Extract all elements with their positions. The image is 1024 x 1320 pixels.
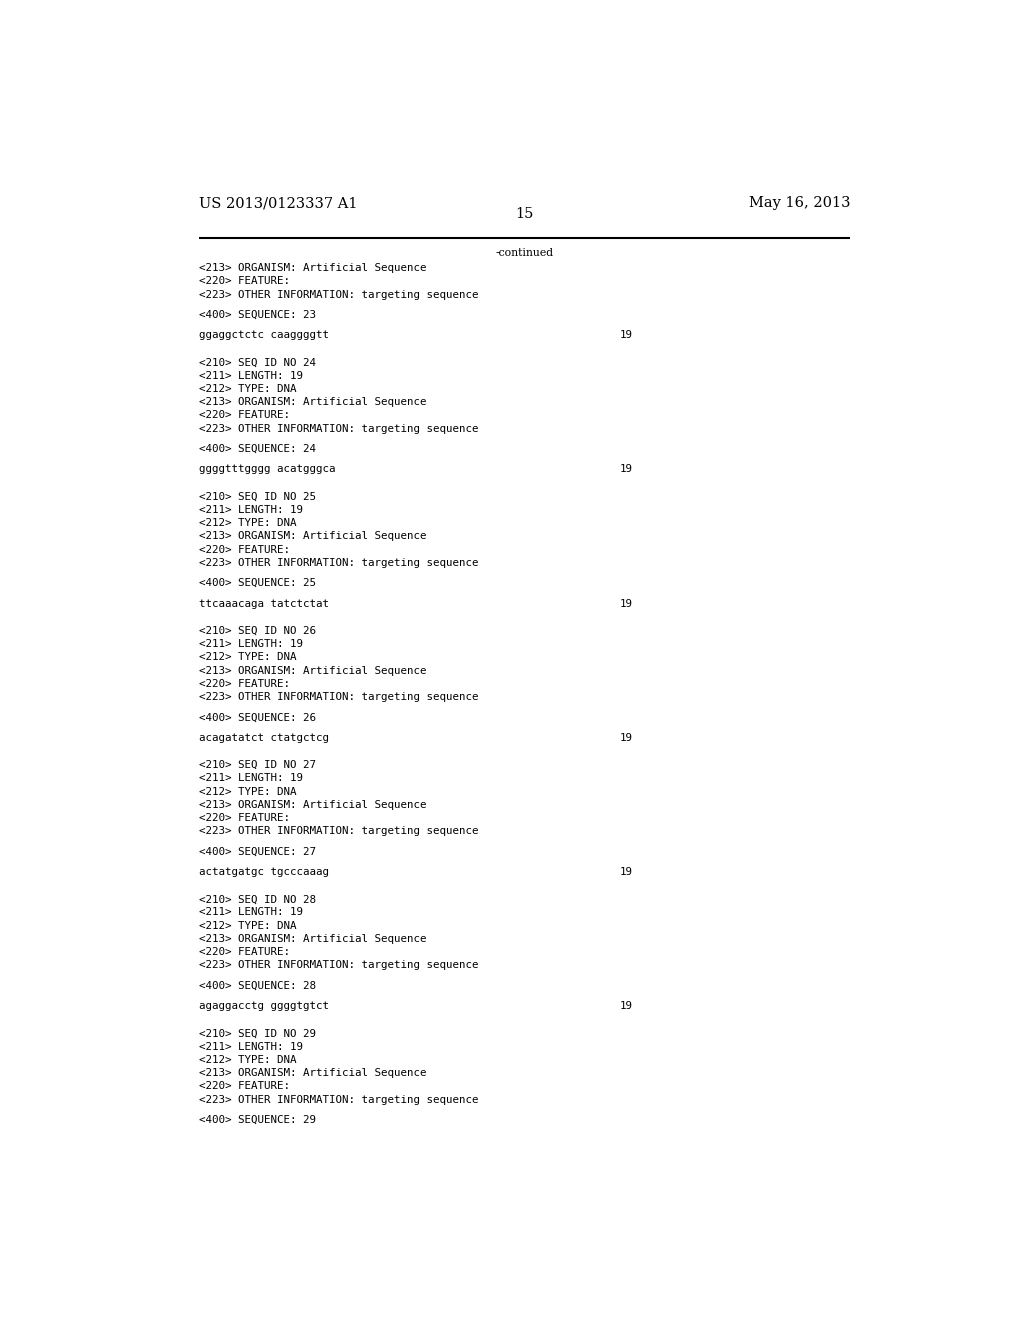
Text: <213> ORGANISM: Artificial Sequence: <213> ORGANISM: Artificial Sequence	[200, 800, 427, 809]
Text: <223> OTHER INFORMATION: targeting sequence: <223> OTHER INFORMATION: targeting seque…	[200, 424, 479, 434]
Text: 19: 19	[620, 867, 633, 876]
Text: ttcaaacaga tatctctat: ttcaaacaga tatctctat	[200, 598, 330, 609]
Text: <223> OTHER INFORMATION: targeting sequence: <223> OTHER INFORMATION: targeting seque…	[200, 1094, 479, 1105]
Text: <213> ORGANISM: Artificial Sequence: <213> ORGANISM: Artificial Sequence	[200, 532, 427, 541]
Text: <212> TYPE: DNA: <212> TYPE: DNA	[200, 384, 297, 395]
Text: May 16, 2013: May 16, 2013	[749, 195, 850, 210]
Text: <213> ORGANISM: Artificial Sequence: <213> ORGANISM: Artificial Sequence	[200, 665, 427, 676]
Text: <223> OTHER INFORMATION: targeting sequence: <223> OTHER INFORMATION: targeting seque…	[200, 289, 479, 300]
Text: 19: 19	[620, 330, 633, 341]
Text: <210> SEQ ID NO 29: <210> SEQ ID NO 29	[200, 1028, 316, 1039]
Text: <212> TYPE: DNA: <212> TYPE: DNA	[200, 787, 297, 796]
Text: <400> SEQUENCE: 26: <400> SEQUENCE: 26	[200, 713, 316, 722]
Text: <211> LENGTH: 19: <211> LENGTH: 19	[200, 1041, 303, 1052]
Text: <212> TYPE: DNA: <212> TYPE: DNA	[200, 519, 297, 528]
Text: <223> OTHER INFORMATION: targeting sequence: <223> OTHER INFORMATION: targeting seque…	[200, 826, 479, 836]
Text: 19: 19	[620, 465, 633, 474]
Text: <220> FEATURE:: <220> FEATURE:	[200, 1081, 291, 1092]
Text: <223> OTHER INFORMATION: targeting sequence: <223> OTHER INFORMATION: targeting seque…	[200, 692, 479, 702]
Text: ggggtttgggg acatgggca: ggggtttgggg acatgggca	[200, 465, 336, 474]
Text: <400> SEQUENCE: 28: <400> SEQUENCE: 28	[200, 981, 316, 991]
Text: <211> LENGTH: 19: <211> LENGTH: 19	[200, 907, 303, 917]
Text: <212> TYPE: DNA: <212> TYPE: DNA	[200, 921, 297, 931]
Text: <400> SEQUENCE: 25: <400> SEQUENCE: 25	[200, 578, 316, 589]
Text: <220> FEATURE:: <220> FEATURE:	[200, 948, 291, 957]
Text: <223> OTHER INFORMATION: targeting sequence: <223> OTHER INFORMATION: targeting seque…	[200, 558, 479, 568]
Text: <220> FEATURE:: <220> FEATURE:	[200, 276, 291, 286]
Text: <210> SEQ ID NO 27: <210> SEQ ID NO 27	[200, 760, 316, 770]
Text: <211> LENGTH: 19: <211> LENGTH: 19	[200, 639, 303, 649]
Text: 19: 19	[620, 1001, 633, 1011]
Text: <212> TYPE: DNA: <212> TYPE: DNA	[200, 1055, 297, 1065]
Text: <210> SEQ ID NO 24: <210> SEQ ID NO 24	[200, 358, 316, 367]
Text: <220> FEATURE:: <220> FEATURE:	[200, 813, 291, 822]
Text: 19: 19	[620, 733, 633, 743]
Text: ggaggctctc caaggggtt: ggaggctctc caaggggtt	[200, 330, 330, 341]
Text: <210> SEQ ID NO 28: <210> SEQ ID NO 28	[200, 894, 316, 904]
Text: <213> ORGANISM: Artificial Sequence: <213> ORGANISM: Artificial Sequence	[200, 263, 427, 273]
Text: <220> FEATURE:: <220> FEATURE:	[200, 678, 291, 689]
Text: <213> ORGANISM: Artificial Sequence: <213> ORGANISM: Artificial Sequence	[200, 935, 427, 944]
Text: actatgatgc tgcccaaag: actatgatgc tgcccaaag	[200, 867, 330, 876]
Text: <210> SEQ ID NO 26: <210> SEQ ID NO 26	[200, 626, 316, 636]
Text: <400> SEQUENCE: 29: <400> SEQUENCE: 29	[200, 1115, 316, 1125]
Text: US 2013/0123337 A1: US 2013/0123337 A1	[200, 195, 358, 210]
Text: -continued: -continued	[496, 248, 554, 257]
Text: <211> LENGTH: 19: <211> LENGTH: 19	[200, 371, 303, 381]
Text: <213> ORGANISM: Artificial Sequence: <213> ORGANISM: Artificial Sequence	[200, 397, 427, 408]
Text: <220> FEATURE:: <220> FEATURE:	[200, 411, 291, 421]
Text: <400> SEQUENCE: 24: <400> SEQUENCE: 24	[200, 444, 316, 454]
Text: agaggacctg ggggtgtct: agaggacctg ggggtgtct	[200, 1001, 330, 1011]
Text: 15: 15	[516, 207, 534, 222]
Text: acagatatct ctatgctcg: acagatatct ctatgctcg	[200, 733, 330, 743]
Text: <211> LENGTH: 19: <211> LENGTH: 19	[200, 506, 303, 515]
Text: <400> SEQUENCE: 27: <400> SEQUENCE: 27	[200, 846, 316, 857]
Text: <212> TYPE: DNA: <212> TYPE: DNA	[200, 652, 297, 663]
Text: <223> OTHER INFORMATION: targeting sequence: <223> OTHER INFORMATION: targeting seque…	[200, 961, 479, 970]
Text: <210> SEQ ID NO 25: <210> SEQ ID NO 25	[200, 492, 316, 502]
Text: <211> LENGTH: 19: <211> LENGTH: 19	[200, 774, 303, 783]
Text: <213> ORGANISM: Artificial Sequence: <213> ORGANISM: Artificial Sequence	[200, 1068, 427, 1078]
Text: 19: 19	[620, 598, 633, 609]
Text: <220> FEATURE:: <220> FEATURE:	[200, 545, 291, 554]
Text: <400> SEQUENCE: 23: <400> SEQUENCE: 23	[200, 310, 316, 319]
